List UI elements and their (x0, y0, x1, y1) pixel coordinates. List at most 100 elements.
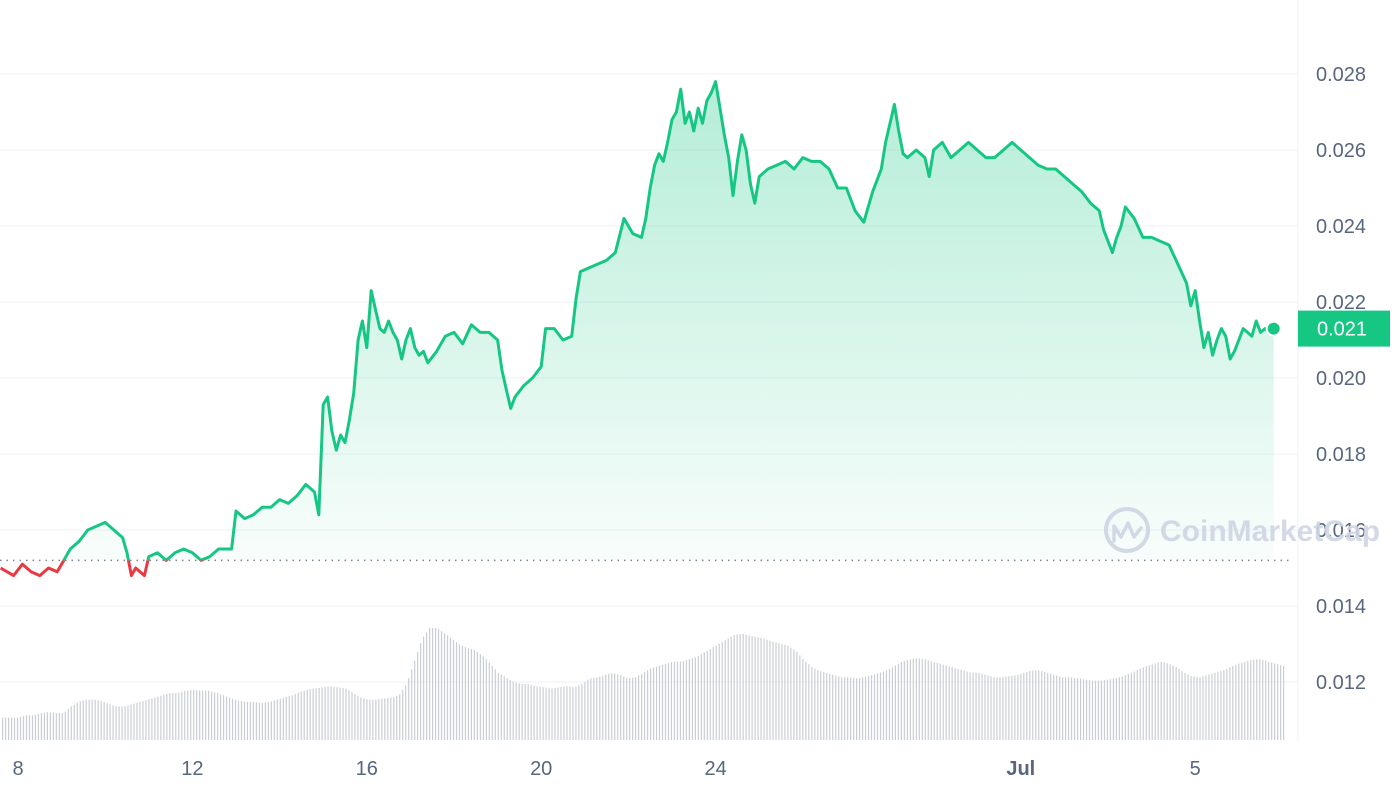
volume-bar (566, 686, 568, 740)
volume-bar (1211, 673, 1213, 740)
volume-bar (181, 691, 183, 740)
volume-bar (1106, 679, 1109, 740)
volume-bar (1065, 677, 1067, 740)
volume-bar (76, 702, 78, 740)
watermark: CoinMarketCap (1104, 507, 1380, 553)
volume-bar (694, 657, 696, 740)
y-tick-label: 0.022 (1316, 292, 1366, 314)
volume-bar (100, 700, 102, 740)
volume-bar (864, 676, 867, 740)
volume-bar (587, 679, 589, 740)
volume-bar (966, 671, 968, 740)
volume-bar (234, 699, 237, 740)
y-tick-label: 0.012 (1316, 672, 1366, 694)
volume-bar (103, 701, 105, 740)
volume-bar (142, 701, 144, 740)
volume-bar (1011, 675, 1013, 740)
volume-bar (790, 647, 792, 740)
volume-bar (850, 677, 852, 740)
volume-bar (270, 701, 272, 740)
volume-bar (303, 690, 305, 740)
volume-bar (1229, 667, 1231, 740)
volume-bar (240, 701, 243, 740)
volume-bar (1023, 672, 1025, 740)
volume-bar (264, 702, 266, 740)
volume-bar (249, 701, 252, 740)
volume-bar (1259, 659, 1261, 740)
volume-bar (1127, 674, 1129, 740)
volume-bar (999, 677, 1001, 740)
volume-bar (614, 673, 616, 740)
volume-bar (685, 660, 688, 740)
volume-bar (133, 703, 135, 740)
volume-bar (1044, 672, 1046, 740)
y-tick-label: 0.018 (1316, 444, 1366, 466)
volume-bar (43, 712, 46, 740)
volume-bar (243, 701, 246, 740)
volume-bar (375, 699, 377, 740)
volume-bar (706, 650, 708, 740)
volume-bar (199, 690, 201, 740)
volume-bar (339, 687, 341, 740)
volume-bar (300, 691, 302, 740)
volume-bar (921, 658, 923, 740)
volume-bar (611, 673, 613, 740)
volume-bar (1181, 671, 1183, 740)
volume-bar (620, 675, 622, 740)
volume-bar (844, 677, 846, 740)
volume-bar (327, 686, 329, 740)
volume-bar (285, 696, 287, 740)
volume-bar (927, 660, 929, 740)
volume-bar (867, 676, 870, 740)
volume-bar (1056, 675, 1058, 740)
volume-bar (996, 677, 998, 740)
volume-bar (1118, 677, 1120, 740)
volume-bar (578, 685, 580, 740)
volume-bar (1076, 678, 1079, 740)
volume-bar (772, 641, 774, 740)
volume-bar (655, 666, 658, 740)
volume-bar (858, 677, 861, 740)
volume-bar (449, 637, 452, 740)
x-tick-label: 12 (181, 758, 203, 780)
volume-bar (1205, 675, 1207, 740)
volume-bar (22, 715, 25, 740)
volume-bar (187, 690, 189, 740)
volume-bar (1142, 667, 1144, 740)
volume-bar (351, 692, 353, 740)
volume-bar (461, 645, 464, 740)
volume-bar (1199, 677, 1201, 740)
volume-bar (258, 702, 260, 740)
volume-bar (166, 693, 168, 740)
volume-bar (808, 664, 810, 740)
volume-bar (563, 686, 565, 740)
volume-bar (1274, 663, 1276, 740)
volume-bar (593, 677, 595, 740)
volume-bar (942, 664, 944, 740)
volume-bar (575, 686, 577, 740)
volume-bar (751, 636, 753, 740)
volume-bar (1172, 665, 1174, 740)
volume-bar (691, 658, 693, 740)
volume-bar (745, 634, 747, 740)
volume-bar (31, 715, 34, 740)
volume-bar (13, 717, 16, 740)
volume-bar (446, 635, 449, 740)
volume-bar (360, 697, 362, 740)
volume-bar (524, 684, 526, 740)
volume-bar (590, 678, 592, 740)
volume-bar (1271, 662, 1273, 740)
volume-bar (494, 669, 496, 740)
volume-bar (148, 699, 150, 740)
volume-bar (1139, 668, 1141, 740)
volume-bar (518, 683, 520, 740)
volume-bar (1238, 663, 1240, 740)
volume-bar (1148, 665, 1150, 740)
volume-bar (644, 671, 646, 740)
volume-bar (172, 692, 174, 740)
volume-bar (820, 671, 822, 740)
volume-bar (34, 714, 37, 740)
volume-bar (309, 689, 311, 740)
volume-bar (482, 656, 484, 740)
